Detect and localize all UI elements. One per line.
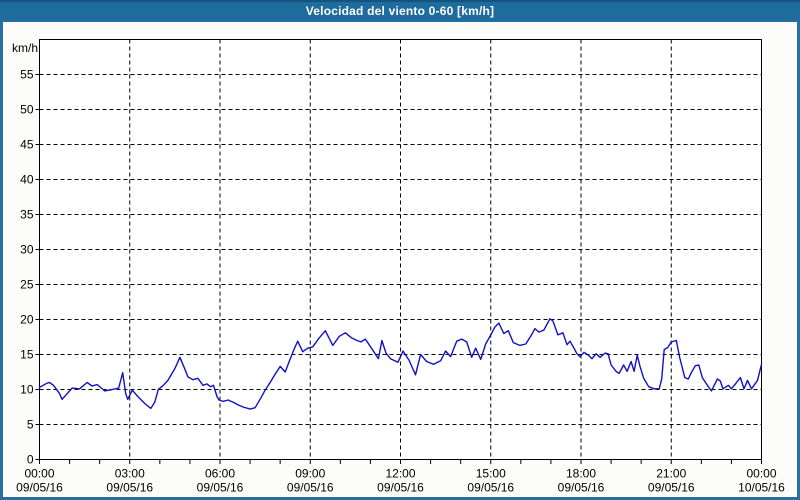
x-tick-date-label: 09/05/16 xyxy=(287,481,334,495)
x-tick-time-label: 00:00 xyxy=(746,467,776,481)
wind-speed-line xyxy=(38,318,763,410)
x-tick-time-label: 12:00 xyxy=(385,467,415,481)
x-tick-time-label: 15:00 xyxy=(476,467,506,481)
chart-title: Velocidad del viento 0-60 [km/h] xyxy=(305,4,495,18)
y-tick-label: 25 xyxy=(20,278,34,292)
y-tick-label: 10 xyxy=(20,383,34,397)
y-tick-label: 50 xyxy=(20,103,34,117)
x-tick-date-label: 09/05/16 xyxy=(16,481,63,495)
x-tick-time-label: 09:00 xyxy=(295,467,325,481)
y-tick-label: 40 xyxy=(20,173,34,187)
y-tick-label: 55 xyxy=(20,68,34,82)
x-tick-date-label: 09/05/16 xyxy=(106,481,153,495)
x-tick-date-label: 09/05/16 xyxy=(648,481,695,495)
y-tick-label: 5 xyxy=(27,418,34,432)
y-tick-label: 0 xyxy=(27,453,34,467)
x-tick-time-label: 21:00 xyxy=(656,467,686,481)
x-tick-time-label: 18:00 xyxy=(566,467,596,481)
x-tick-time-label: 00:00 xyxy=(24,467,54,481)
y-tick-label: 15 xyxy=(20,348,34,362)
chart-title-bar: Velocidad del viento 0-60 [km/h] xyxy=(0,0,800,21)
x-tick-date-label: 09/05/16 xyxy=(197,481,244,495)
y-tick-label: 30 xyxy=(20,243,34,257)
y-tick-label: 35 xyxy=(20,208,34,222)
y-tick-label: 20 xyxy=(20,313,34,327)
y-axis-unit-label: km/h xyxy=(11,41,38,55)
x-tick-date-label: 09/05/16 xyxy=(467,481,514,495)
x-tick-time-label: 03:00 xyxy=(115,467,145,481)
x-tick-time-label: 06:00 xyxy=(205,467,235,481)
y-tick-label: 45 xyxy=(20,138,34,152)
x-tick-date-label: 09/05/16 xyxy=(377,481,424,495)
x-tick-date-label: 10/05/16 xyxy=(738,481,785,495)
x-tick-date-label: 09/05/16 xyxy=(558,481,605,495)
